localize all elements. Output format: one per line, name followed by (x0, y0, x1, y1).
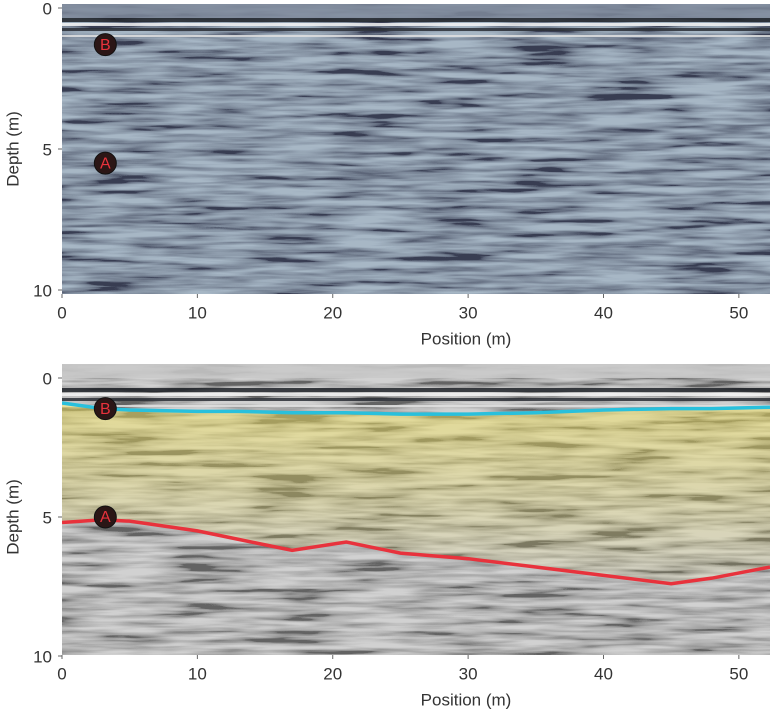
reflector-band (62, 35, 770, 37)
annotation-label: A (100, 155, 111, 172)
y-tick-label: 5 (43, 140, 52, 159)
y-tick-label: 5 (43, 508, 52, 527)
y-axis-title: Depth (m) (3, 479, 22, 555)
x-tick-label: 50 (729, 664, 748, 683)
reflector-band (62, 4, 770, 18)
reflector-band (62, 393, 770, 396)
x-axis-title: Position (m) (421, 329, 512, 348)
x-tick-label: 0 (57, 303, 66, 322)
x-tick-label: 0 (57, 664, 66, 683)
horizon-line (62, 401, 770, 416)
x-tick-label: 30 (459, 303, 478, 322)
y-axis-title: Depth (m) (3, 111, 22, 187)
y-tick-label: 10 (33, 281, 52, 300)
x-tick-label: 10 (188, 664, 207, 683)
reflector-band (62, 364, 770, 378)
reflector-band (62, 405, 770, 407)
x-tick-label: 50 (729, 303, 748, 322)
plot-area (62, 4, 770, 294)
x-tick-label: 20 (323, 664, 342, 683)
reflector-band (62, 18, 770, 22)
annotation-label: B (100, 401, 111, 418)
reflector-band (62, 398, 770, 401)
x-tick-label: 40 (594, 303, 613, 322)
x-tick-label: 30 (459, 664, 478, 683)
y-tick-label: 10 (33, 647, 52, 666)
x-axis-title: Position (m) (421, 690, 512, 709)
annotation-marker (93, 33, 117, 57)
annotation-marker (93, 151, 117, 175)
reflector-band (62, 23, 770, 26)
x-tick-label: 40 (594, 664, 613, 683)
annotation-label: B (100, 37, 111, 54)
radargram-texture (62, 4, 770, 294)
reflector-band (62, 28, 770, 31)
x-tick-label: 20 (323, 303, 342, 322)
annotation-label: A (100, 509, 111, 526)
y-tick-label: 0 (43, 0, 52, 18)
horizon-line (62, 518, 770, 586)
annotation-marker (93, 505, 117, 529)
plot-area (62, 364, 770, 655)
reflector-band (62, 388, 770, 392)
y-tick-label: 0 (43, 369, 52, 388)
x-tick-label: 10 (188, 303, 207, 322)
annotation-marker (93, 397, 117, 421)
